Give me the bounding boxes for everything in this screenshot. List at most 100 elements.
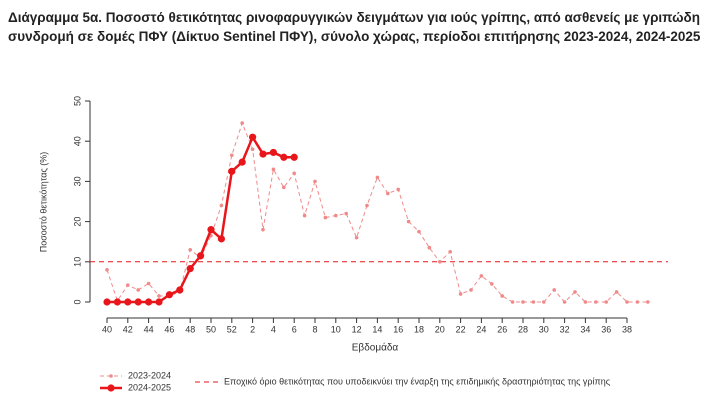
x-tick-label: 52	[227, 324, 237, 334]
data-point	[113, 298, 121, 306]
data-point	[479, 274, 484, 278]
legend-marker	[109, 374, 113, 378]
y-axis-label: Ποσοστό θετικότητας (%)	[38, 152, 48, 253]
legend-label: 2024-2025	[128, 382, 171, 392]
data-point	[594, 300, 598, 304]
data-point	[365, 203, 369, 208]
x-tick-label: 14	[372, 324, 382, 334]
data-point	[134, 298, 142, 306]
data-point	[230, 153, 234, 158]
x-tick-label: 40	[102, 324, 112, 334]
x-tick-label: 28	[518, 324, 528, 334]
data-point	[145, 298, 153, 306]
data-point	[282, 185, 286, 190]
data-point	[552, 288, 556, 292]
data-point	[219, 203, 224, 208]
legend-marker	[107, 384, 115, 392]
x-tick-label: 32	[560, 324, 570, 334]
x-tick-label: 46	[164, 324, 174, 334]
data-point	[438, 260, 442, 264]
y-tick-label: 0	[72, 299, 82, 304]
data-point	[635, 300, 640, 304]
data-point	[249, 133, 257, 141]
x-tick-label: 20	[435, 324, 445, 334]
data-point	[521, 300, 525, 304]
data-point	[396, 187, 401, 192]
legend-label: 2023-2024	[128, 370, 171, 380]
chart-title: Διάγραμμα 5α. Ποσοστό θετικότητας ρινοφα…	[8, 10, 701, 44]
data-point	[573, 290, 577, 294]
data-point	[271, 167, 276, 172]
x-tick-label: 2	[250, 324, 255, 334]
data-point	[269, 148, 277, 157]
x-tick-label: 6	[292, 324, 297, 334]
data-point	[354, 235, 359, 240]
data-point	[136, 288, 140, 292]
data-point	[323, 215, 328, 220]
data-point	[490, 282, 494, 286]
data-point	[197, 252, 205, 260]
data-point	[157, 294, 161, 298]
data-point	[155, 298, 163, 306]
data-point	[531, 300, 536, 304]
data-point	[186, 265, 194, 273]
x-tick-label: 48	[185, 324, 195, 334]
data-point	[146, 281, 151, 286]
data-point	[510, 300, 515, 304]
x-axis-label: Εβδομάδα	[352, 342, 399, 354]
y-tick-label: 20	[72, 217, 82, 227]
x-tick-label: 38	[622, 324, 632, 334]
data-point	[238, 158, 246, 166]
series-line	[106, 121, 648, 303]
x-tick-label: 24	[476, 324, 486, 334]
x-tick-label: 36	[601, 324, 611, 334]
data-point	[207, 226, 215, 234]
x-tick-label: 44	[144, 324, 154, 334]
data-point	[250, 147, 255, 152]
data-point	[126, 283, 130, 287]
data-point	[448, 249, 453, 254]
data-point	[542, 300, 546, 304]
x-tick-label: 26	[497, 324, 507, 334]
data-point	[228, 167, 236, 175]
data-point	[375, 175, 380, 180]
data-point	[406, 219, 411, 224]
data-point	[176, 286, 184, 294]
data-point	[458, 292, 463, 296]
data-point	[417, 229, 421, 234]
data-point	[290, 153, 298, 161]
data-point	[188, 247, 192, 252]
x-tick-label: 8	[312, 324, 317, 334]
y-tick-label: 30	[72, 176, 82, 186]
x-tick-label: 10	[331, 324, 341, 334]
data-point	[105, 268, 109, 272]
data-point	[292, 171, 297, 176]
y-tick-label: 40	[72, 136, 82, 146]
y-tick-label: 50	[72, 96, 82, 106]
data-point	[103, 298, 111, 306]
data-point	[259, 150, 267, 158]
data-point	[165, 291, 173, 299]
data-point	[386, 191, 390, 196]
data-point	[625, 300, 629, 304]
data-point	[562, 300, 567, 304]
data-point	[646, 300, 650, 304]
x-tick-label: 12	[352, 324, 362, 334]
x-tick-label: 30	[539, 324, 549, 334]
data-point	[583, 300, 588, 304]
data-point	[427, 245, 432, 250]
data-point	[217, 235, 225, 243]
data-point	[240, 121, 244, 125]
data-point	[280, 153, 288, 161]
data-point	[469, 288, 473, 292]
data-point	[124, 298, 132, 306]
x-tick-label: 42	[123, 324, 133, 334]
data-point	[614, 290, 619, 294]
x-tick-label: 50	[206, 324, 216, 334]
x-tick-label: 18	[414, 324, 424, 334]
series-line	[107, 134, 295, 304]
data-point	[261, 227, 265, 232]
x-tick-label: 4	[271, 324, 276, 334]
x-tick-label: 22	[456, 324, 466, 334]
